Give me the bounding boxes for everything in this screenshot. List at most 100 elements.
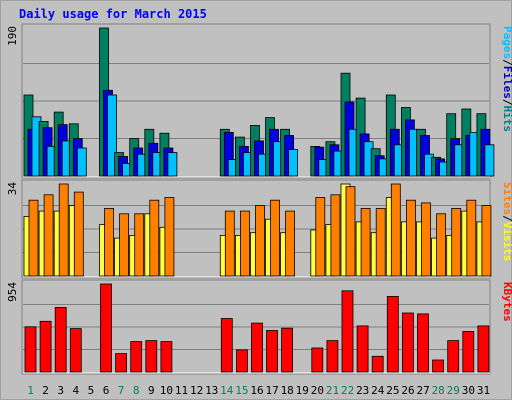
bar-sites-day-10 [164, 197, 175, 277]
bar-sites-day-28 [436, 213, 447, 277]
series-label-part: / [501, 59, 512, 66]
bar-sites-day-1 [28, 199, 39, 277]
x-tick-label: 6 [103, 384, 110, 397]
x-tick-label: 26 [401, 384, 414, 397]
bar-kbytes-day-25 [386, 295, 399, 373]
series-label-part: Files [501, 66, 512, 99]
bar-sites-day-15 [239, 210, 250, 277]
series-label-part: Sites [501, 182, 512, 215]
x-tick-label: 12 [190, 384, 203, 397]
x-tick-label: 13 [205, 384, 218, 397]
x-tick-label: 15 [235, 384, 248, 397]
bar-kbytes-day-30 [462, 330, 475, 373]
bar-sites-day-9 [149, 199, 160, 277]
bar-kbytes-day-3 [54, 306, 67, 373]
bar-sites-day-24 [375, 207, 386, 277]
x-tick-label: 31 [477, 384, 490, 397]
x-tick-label: 24 [371, 384, 385, 397]
x-tick-label: 29 [447, 384, 460, 397]
bar-kbytes-day-10 [160, 341, 173, 373]
bar-sites-day-26 [405, 199, 416, 277]
bar-kbytes-day-20 [311, 347, 324, 373]
bar-kbytes-day-16 [251, 322, 263, 373]
bar-kbytes-day-26 [401, 312, 414, 373]
bar-kbytes-day-24 [371, 355, 384, 373]
bar-pages-day-10 [167, 152, 178, 177]
bar-kbytes-day-1 [24, 326, 37, 373]
bar-kbytes-day-31 [477, 325, 490, 373]
x-tick-label: 2 [42, 384, 49, 397]
series-label-part: / [501, 99, 512, 106]
bar-kbytes-day-23 [356, 325, 369, 373]
bar-sites-day-2 [43, 194, 54, 277]
bar-sites-day-25 [390, 183, 401, 277]
x-tick-label: 17 [265, 384, 278, 397]
bar-kbytes-day-9 [145, 340, 158, 373]
bar-kbytes-day-28 [432, 359, 445, 373]
bar-sites-day-27 [421, 202, 431, 277]
x-tick-label: 25 [386, 384, 399, 397]
x-tick-label: 19 [296, 384, 309, 397]
bar-kbytes-day-27 [417, 313, 429, 373]
series-label: Sites/Visits [501, 182, 512, 262]
x-tick-label: 16 [250, 384, 263, 397]
x-tick-label: 5 [88, 384, 95, 397]
x-tick-label: 28 [432, 384, 445, 397]
bar-pages-day-31 [484, 144, 495, 177]
bar-kbytes-day-22 [341, 290, 354, 373]
bar-kbytes-day-17 [266, 330, 278, 373]
bar-sites-day-8 [134, 213, 145, 277]
bar-sites-day-14 [224, 210, 235, 277]
bar-pages-day-18 [288, 149, 299, 177]
bar-kbytes-day-21 [326, 340, 339, 373]
bar-kbytes-day-29 [447, 340, 460, 373]
series-label-part: Hits [501, 106, 512, 133]
x-tick-label: 11 [175, 384, 188, 397]
x-tick-label: 8 [133, 384, 140, 397]
x-tick-label: 4 [72, 384, 79, 397]
series-label-part: KBytes [501, 282, 512, 322]
series-label-part: Visits [501, 222, 512, 262]
bar-sites-day-18 [285, 210, 296, 277]
bar-sites-day-31 [481, 205, 492, 277]
x-tick-label: 30 [462, 384, 475, 397]
ymax-label: 190 [6, 26, 19, 46]
bar-sites-day-21 [330, 194, 341, 277]
x-tick-label: 22 [341, 384, 354, 397]
bar-sites-day-6 [104, 207, 114, 277]
bar-sites-day-3 [58, 183, 69, 277]
bar-kbytes-day-4 [69, 328, 82, 373]
x-tick-label: 10 [160, 384, 173, 397]
bar-kbytes-day-7 [115, 353, 127, 373]
series-label-part: Pages [501, 26, 512, 59]
x-tick-label: 14 [220, 384, 234, 397]
bar-kbytes-day-14 [220, 318, 233, 373]
x-tick-label: 20 [311, 384, 324, 397]
bar-sites-day-23 [360, 207, 371, 277]
x-tick-label: 18 [281, 384, 294, 397]
bar-pages-day-4 [76, 147, 87, 177]
bar-sites-day-20 [315, 197, 326, 277]
x-tick-label: 3 [57, 384, 64, 397]
bar-kbytes-day-6 [100, 283, 112, 373]
x-tick-label: 9 [148, 384, 155, 397]
bar-sites-day-17 [270, 199, 280, 277]
series-label: KBytes [501, 282, 512, 322]
bar-sites-day-29 [451, 207, 462, 277]
bar-pages-day-6 [107, 94, 117, 177]
x-tick-label: 27 [416, 384, 429, 397]
ymax-label: 954 [6, 282, 19, 302]
bar-kbytes-day-2 [39, 320, 52, 373]
bar-sites-day-30 [466, 199, 477, 277]
x-tick-label: 1 [27, 384, 34, 397]
chart-title: Daily usage for March 2015 [19, 7, 207, 21]
bar-sites-day-7 [119, 213, 129, 277]
ymax-label: 34 [6, 182, 19, 196]
bar-kbytes-day-18 [281, 327, 294, 373]
x-tick-label: 7 [118, 384, 125, 397]
x-tick-label: 21 [326, 384, 339, 397]
x-tick-label: 23 [356, 384, 369, 397]
bar-kbytes-day-8 [130, 341, 143, 373]
series-label-part: / [501, 215, 512, 222]
